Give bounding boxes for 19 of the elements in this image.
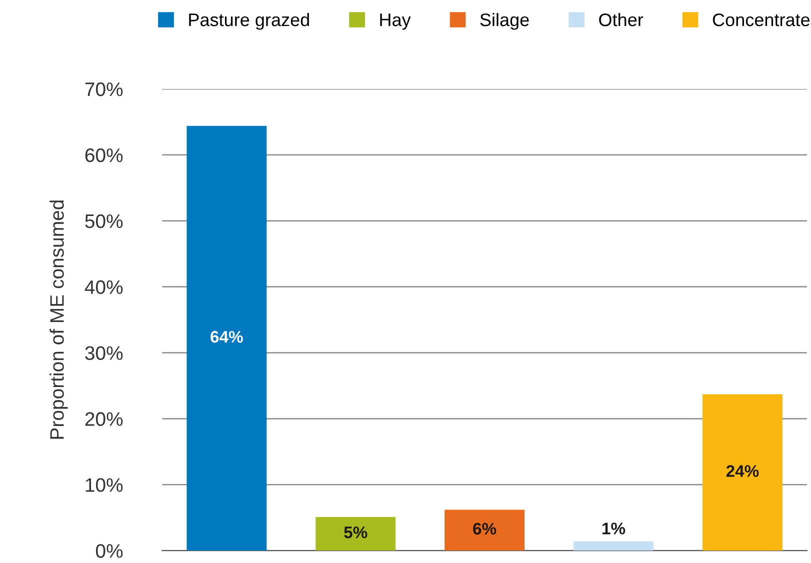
y-tick-label: 50% (85, 214, 123, 228)
y-tick-label: 0% (96, 544, 123, 558)
data-label: 5% (344, 526, 368, 538)
y-tick-label: 10% (86, 478, 123, 492)
legend-label: Pasture grazed (189, 12, 309, 30)
legend-label: Silage (480, 12, 529, 30)
legend-label: Other (599, 12, 644, 26)
data-label: 6% (473, 522, 496, 535)
y-tick-label: 30% (85, 346, 123, 360)
data-label: 24% (726, 465, 759, 477)
y-axis-title: Proportion of ME consumed (50, 200, 68, 439)
y-tick-label: 70% (85, 82, 123, 96)
data-label: 64% (210, 330, 243, 343)
legend-label: Concentrate (712, 13, 810, 26)
legend-label: Hay (380, 14, 411, 30)
y-tick-label: 40% (84, 280, 123, 294)
y-tick-label: 60% (85, 148, 123, 162)
y-tick-label: 20% (85, 412, 123, 426)
data-label: 1% (602, 522, 626, 534)
